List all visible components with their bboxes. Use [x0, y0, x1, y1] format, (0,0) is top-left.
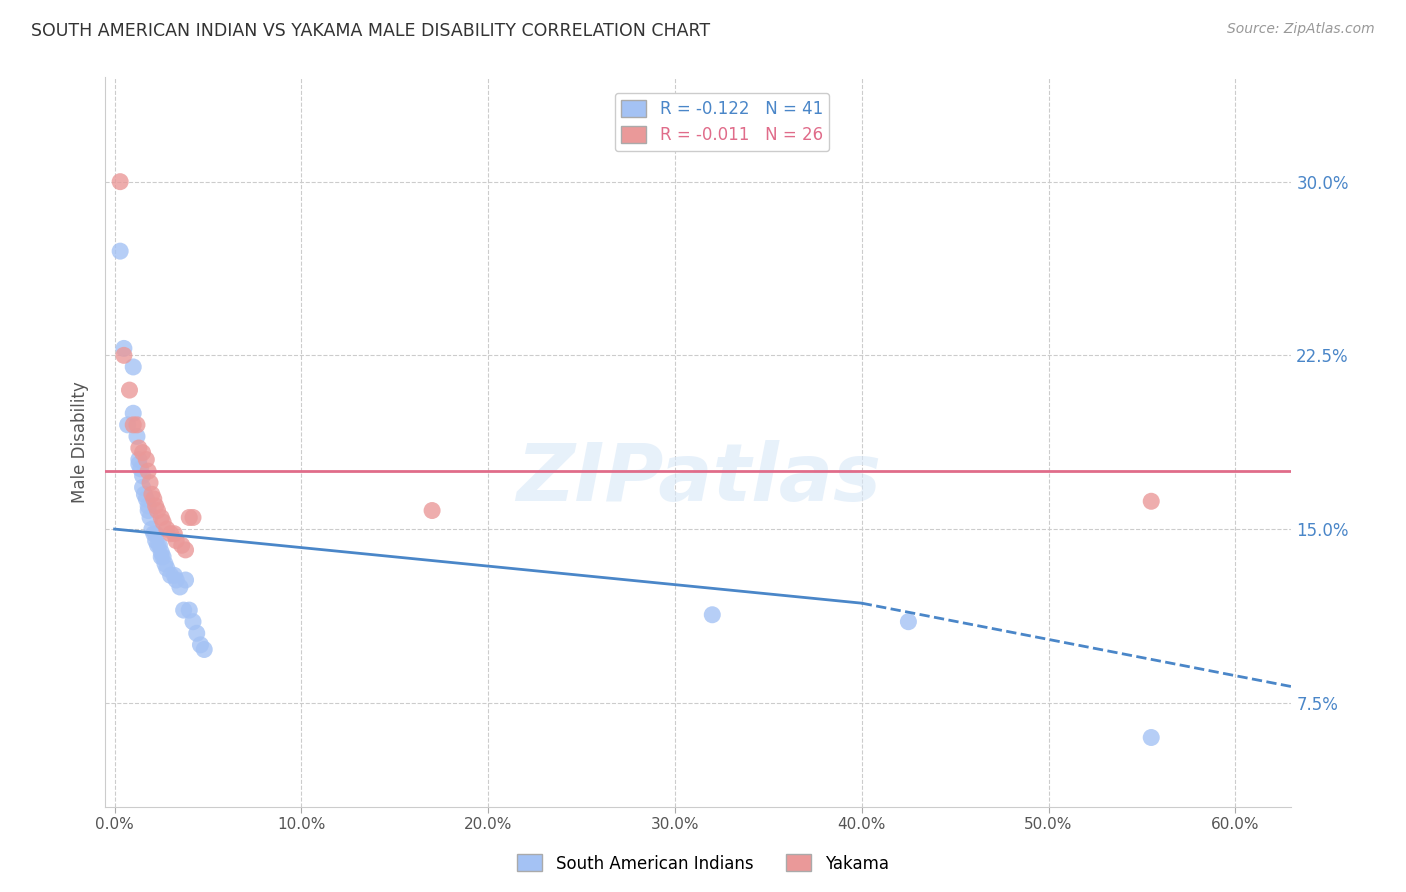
Point [142, 491, 165, 506]
Point [131, 445, 153, 459]
Point [122, 417, 145, 432]
Point [156, 561, 179, 575]
Point [156, 522, 179, 536]
Point [145, 526, 167, 541]
Point [131, 480, 153, 494]
Point [122, 406, 145, 420]
Point [170, 538, 193, 552]
Point [141, 487, 163, 501]
Point [159, 568, 181, 582]
Point [128, 457, 150, 471]
Point [169, 580, 191, 594]
Point [139, 475, 162, 490]
Point [108, 244, 131, 259]
Point [163, 526, 186, 541]
Point [150, 549, 173, 564]
Point [136, 499, 159, 513]
Point [159, 526, 181, 541]
Legend: South American Indians, Yakama: South American Indians, Yakama [510, 847, 896, 880]
Point [702, 607, 724, 622]
Point [139, 510, 162, 524]
Point [186, 626, 208, 640]
Text: ZIPatlas: ZIPatlas [516, 440, 880, 517]
Point [1140, 731, 1163, 745]
Point [152, 549, 174, 564]
Point [146, 538, 169, 552]
Point [150, 545, 173, 559]
Point [179, 603, 201, 617]
Point [136, 503, 159, 517]
Point [112, 342, 135, 356]
Point [1140, 494, 1163, 508]
Point [117, 417, 139, 432]
Point [135, 452, 157, 467]
Point [193, 642, 215, 657]
Point [897, 615, 920, 629]
Point [150, 510, 173, 524]
Point [134, 487, 156, 501]
Y-axis label: Male Disability: Male Disability [72, 382, 89, 503]
Point [136, 464, 159, 478]
Point [128, 452, 150, 467]
Text: Source: ZipAtlas.com: Source: ZipAtlas.com [1227, 22, 1375, 37]
Point [179, 510, 201, 524]
Point [118, 383, 141, 397]
Point [181, 615, 204, 629]
Point [174, 573, 197, 587]
Point [145, 533, 167, 548]
Point [152, 515, 174, 529]
Point [174, 542, 197, 557]
Point [131, 468, 153, 483]
Point [125, 429, 148, 443]
Point [129, 462, 152, 476]
Point [142, 526, 165, 541]
Point [190, 638, 212, 652]
Point [181, 510, 204, 524]
Point [125, 417, 148, 432]
Point [112, 348, 135, 362]
Point [148, 538, 170, 552]
Point [128, 441, 150, 455]
Point [108, 175, 131, 189]
Point [165, 573, 187, 587]
Point [146, 503, 169, 517]
Point [163, 568, 186, 582]
Point [173, 603, 195, 617]
Point [153, 557, 176, 571]
Point [145, 499, 167, 513]
Point [420, 503, 443, 517]
Point [135, 491, 157, 506]
Point [165, 533, 187, 548]
Legend: R = -0.122   N = 41, R = -0.011   N = 26: R = -0.122 N = 41, R = -0.011 N = 26 [614, 93, 830, 151]
Text: SOUTH AMERICAN INDIAN VS YAKAMA MALE DISABILITY CORRELATION CHART: SOUTH AMERICAN INDIAN VS YAKAMA MALE DIS… [31, 22, 710, 40]
Point [122, 359, 145, 374]
Point [141, 522, 163, 536]
